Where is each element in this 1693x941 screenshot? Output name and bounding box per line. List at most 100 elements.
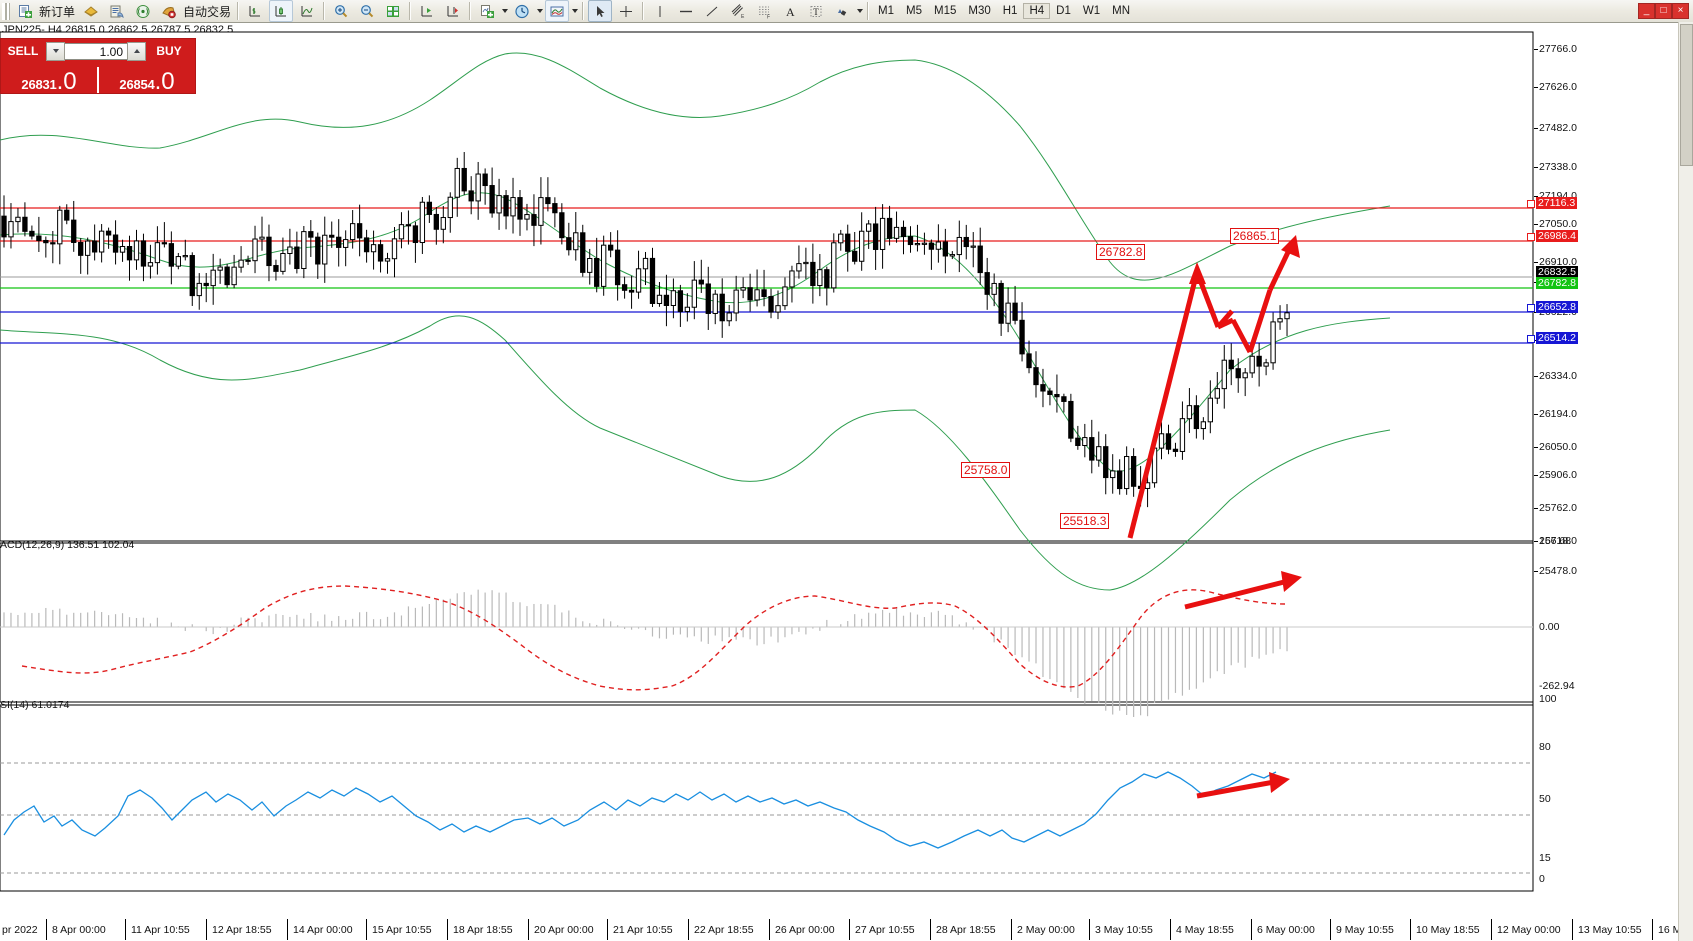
price-tick-mark <box>1534 87 1538 88</box>
minimize-button[interactable]: _ <box>1638 3 1655 19</box>
horizontal-line-icon[interactable] <box>674 0 698 22</box>
auto-scroll-icon[interactable] <box>441 0 465 22</box>
candle-body <box>308 231 314 238</box>
price-line-handle[interactable] <box>1527 200 1535 208</box>
crosshair-icon[interactable] <box>614 0 638 22</box>
price-annotation[interactable]: 26782.8 <box>1096 244 1146 260</box>
timeframe-m5[interactable]: M5 <box>906 5 922 17</box>
new-order-label[interactable]: 新订单 <box>39 4 76 19</box>
timeframe-h1[interactable]: H1 <box>1002 5 1018 17</box>
candle-body <box>475 173 481 202</box>
one-click-trading-panel[interactable]: SELL 1.00 BUY 26831 .0 26854 .0 <box>0 38 196 94</box>
chart-canvas[interactable] <box>0 30 1693 921</box>
candle-body <box>71 219 77 243</box>
volume-increment-button[interactable] <box>127 41 146 61</box>
text-icon[interactable]: A <box>778 0 802 22</box>
new-chart-dropdown-icon[interactable] <box>500 1 509 21</box>
price-tag-blue[interactable]: 26514.2 <box>1536 332 1578 344</box>
bar-chart-icon[interactable] <box>243 0 267 22</box>
candle-body <box>440 217 446 230</box>
signals-icon[interactable] <box>131 0 155 22</box>
price-annotation[interactable]: 25518.3 <box>1060 513 1110 529</box>
timeframe-mn[interactable]: MN <box>1112 5 1130 17</box>
terminal-icon[interactable] <box>105 0 129 22</box>
candle-body <box>1235 368 1241 379</box>
candle-body <box>1005 302 1011 324</box>
price-tick-mark <box>1534 196 1538 197</box>
candle-body <box>1110 470 1116 479</box>
candle-body <box>1158 433 1165 449</box>
shapes-dropdown-icon[interactable] <box>855 1 864 21</box>
toolbar-grip[interactable] <box>2 2 10 20</box>
auto-trading-icon[interactable] <box>157 0 181 22</box>
timeframe-h4[interactable]: H4 <box>1023 3 1051 19</box>
templates-icon[interactable] <box>545 0 570 22</box>
close-button[interactable]: × <box>1672 3 1689 19</box>
time-tick-label: 20 Apr 00:00 <box>534 924 594 936</box>
chart-shift-icon[interactable] <box>415 0 439 22</box>
price-tag-green[interactable]: 26782.8 <box>1536 277 1578 289</box>
time-tick-separator <box>366 919 367 940</box>
time-tick-label: 3 May 10:55 <box>1095 924 1153 936</box>
period-clock-icon[interactable] <box>510 0 534 22</box>
volume-input[interactable]: 1.00 <box>65 42 127 60</box>
templates-dropdown-icon[interactable] <box>570 1 579 21</box>
volume-stepper[interactable]: 1.00 <box>46 41 146 61</box>
sell-button[interactable]: SELL <box>7 44 39 58</box>
candle-body <box>384 258 391 262</box>
candle-body <box>956 236 962 256</box>
price-tag-red[interactable]: 27116.3 <box>1536 197 1578 209</box>
time-tick-separator <box>769 919 770 940</box>
new-chart-icon[interactable] <box>475 0 499 22</box>
candle-body <box>761 289 767 297</box>
price-annotation[interactable]: 26865.1 <box>1230 228 1280 244</box>
timeframe-w1[interactable]: W1 <box>1082 5 1101 17</box>
equidistant-channel-icon[interactable]: E <box>726 0 750 22</box>
vertical-line-icon[interactable] <box>648 0 672 22</box>
new-order-icon[interactable] <box>13 0 37 22</box>
volume-decrement-button[interactable] <box>46 41 65 61</box>
trendline-icon[interactable] <box>700 0 724 22</box>
price-tag-red[interactable]: 26986.4 <box>1536 230 1578 242</box>
scrollbar-thumb[interactable] <box>1680 24 1693 166</box>
line-chart-icon[interactable] <box>295 0 319 22</box>
zoom-out-icon[interactable] <box>355 0 379 22</box>
candle-body <box>900 226 907 238</box>
buy-button[interactable]: BUY <box>156 44 182 58</box>
price-line-handle[interactable] <box>1527 233 1535 241</box>
timeframe-m30[interactable]: M30 <box>968 5 991 17</box>
cursor-icon[interactable] <box>588 0 613 22</box>
shapes-icon[interactable] <box>830 0 854 22</box>
candle-body <box>1 215 7 238</box>
data-window-icon[interactable] <box>381 0 405 22</box>
expert-advisor-icon[interactable] <box>79 0 103 22</box>
restore-button[interactable]: □ <box>1655 3 1672 19</box>
timeframe-d1[interactable]: D1 <box>1056 5 1071 17</box>
candle-body <box>510 197 516 217</box>
candle-body <box>580 232 586 273</box>
candle-body <box>175 256 181 267</box>
price-annotation[interactable]: 25758.0 <box>961 462 1011 478</box>
timeframe-m15[interactable]: M15 <box>934 5 957 17</box>
buy-price[interactable]: 26854 .0 <box>99 70 195 94</box>
price-tag-black[interactable]: 26832.5 <box>1536 266 1578 278</box>
vertical-scrollbar[interactable] <box>1678 22 1693 941</box>
timeframe-m1[interactable]: M1 <box>878 5 895 17</box>
text-label-icon[interactable]: T <box>804 0 828 22</box>
time-tick-label: 9 May 10:55 <box>1336 924 1394 936</box>
price-line-handle[interactable] <box>1527 335 1535 343</box>
price-tick-mark <box>1534 49 1538 50</box>
auto-trading-label[interactable]: 自动交易 <box>183 4 232 19</box>
time-tick-separator <box>46 919 47 940</box>
candle-body <box>189 255 195 297</box>
period-dropdown-icon[interactable] <box>535 1 544 21</box>
candle-body <box>217 266 223 271</box>
zoom-in-icon[interactable] <box>329 0 353 22</box>
price-tick-label: 25478.0 <box>1539 565 1577 577</box>
price-line-handle[interactable] <box>1527 304 1535 312</box>
sell-price[interactable]: 26831 .0 <box>1 70 97 94</box>
candlestick-chart-icon[interactable] <box>269 0 294 22</box>
price-tag-blue[interactable]: 26652.8 <box>1536 301 1578 313</box>
candle-body <box>1277 318 1283 323</box>
fibonacci-icon[interactable]: F <box>752 0 776 22</box>
